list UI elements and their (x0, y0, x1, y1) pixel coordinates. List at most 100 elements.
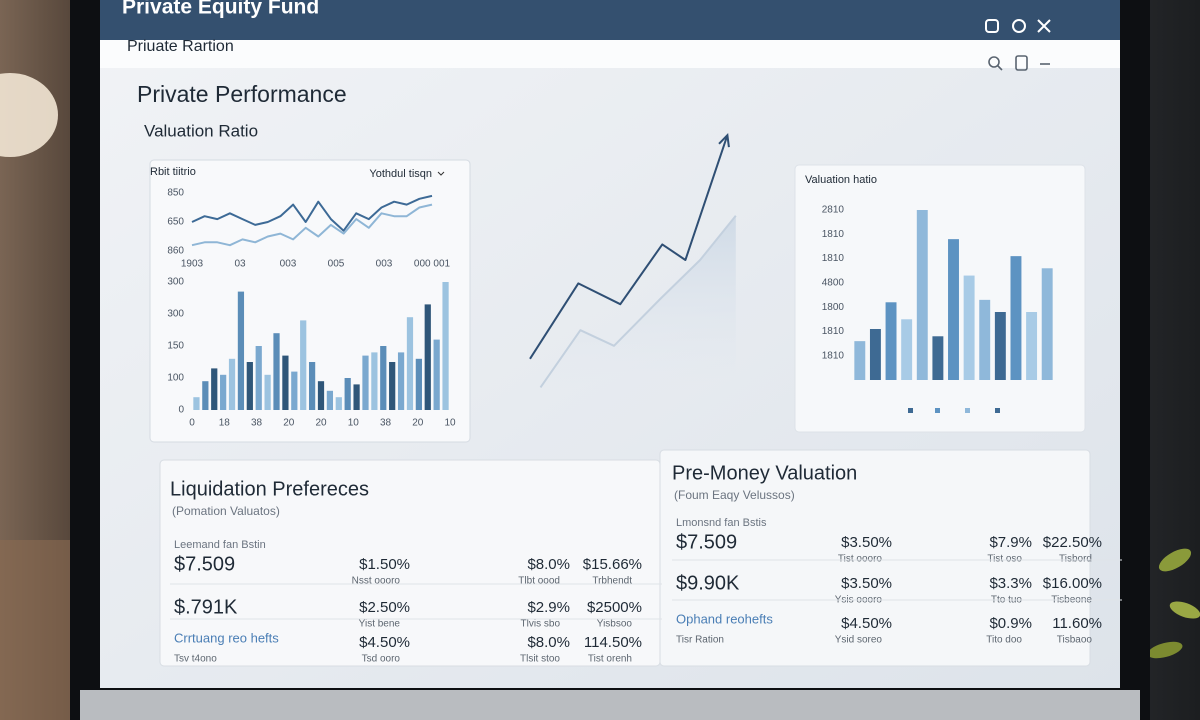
cell-note: Tist orenh (588, 654, 632, 665)
cell-value: $2.50% (359, 599, 410, 616)
cell-note: Tsv t4ono (174, 654, 217, 665)
dropdown[interactable]: Yothdul tisqn (369, 168, 432, 180)
tab-label[interactable]: Priuate Rartion (127, 38, 234, 55)
card-subtitle: (Foum Eaqy Velussos) (674, 488, 795, 502)
cell-value: $1.50% (359, 556, 410, 573)
bar (994, 312, 1006, 380)
bar (916, 210, 928, 380)
window-title: Private Equity Fund (122, 0, 319, 19)
bar (1041, 268, 1053, 380)
bar (963, 275, 975, 380)
tab-bar (100, 40, 1120, 68)
area (540, 215, 736, 390)
bar (246, 362, 253, 410)
cell-note: Trbhendt (592, 576, 632, 587)
cell-value: $2.9% (527, 599, 570, 616)
dropdown-caret[interactable] (437, 171, 445, 176)
cell-value: $3.50% (841, 534, 892, 551)
bar (932, 336, 944, 380)
bar (264, 374, 271, 410)
y-tick-label: 1810 (822, 326, 845, 337)
bar (901, 319, 913, 380)
cell-note: Tisbaoo (1057, 635, 1093, 646)
cell-value: $15.66% (583, 556, 642, 573)
cell-note: Tist oso (987, 554, 1022, 565)
arrow-head (718, 133, 730, 148)
bar (237, 291, 245, 410)
cell-note: Tisbord (1059, 554, 1092, 565)
cell-value: $0.9% (989, 615, 1032, 632)
bar (885, 302, 897, 380)
bar (308, 362, 316, 410)
bar (326, 390, 334, 410)
bar (854, 341, 866, 380)
window-controls[interactable] (985, 19, 1051, 33)
y-tick-label: 150 (167, 341, 184, 352)
cell-value: $.791K (174, 596, 238, 618)
cell-value: $16.00% (1043, 575, 1102, 592)
cell-note: Tist oooro (838, 554, 883, 565)
line (539, 215, 737, 388)
y-tick-label: 860 (167, 246, 184, 257)
panel-title: Rbit tiitrio (150, 166, 196, 178)
x-tick-label: 000 001 (414, 259, 451, 270)
lamp (0, 73, 58, 157)
bar (335, 397, 342, 410)
legend-swatches (908, 408, 1000, 413)
toolbar-icons[interactable] (988, 55, 1050, 71)
line (529, 134, 729, 360)
cell-label: Leemand fan Bstin (174, 539, 266, 551)
y-tick-label: 2810 (822, 205, 845, 216)
bar (220, 374, 227, 410)
x-tick-label: 20 (283, 418, 295, 429)
bar (415, 358, 422, 410)
y-tick-label: 300 (167, 277, 184, 288)
y-tick-label: 1800 (822, 302, 845, 313)
bar (1026, 312, 1038, 380)
bar (344, 378, 351, 410)
card-subtitle: (Pomation Valuatos) (172, 504, 280, 518)
bar (228, 358, 236, 410)
cell-value: $8.0% (527, 634, 570, 651)
x-tick-label: 10 (348, 418, 360, 429)
bar (1010, 256, 1022, 380)
bar (211, 368, 218, 410)
cell-value: Ophand reohefts (676, 611, 773, 626)
cell-note: Tlsit stoo (520, 654, 560, 665)
bar (362, 355, 369, 410)
bar (389, 362, 396, 410)
bar (273, 333, 280, 410)
bar (380, 346, 387, 410)
bar (442, 282, 449, 410)
bar (433, 339, 440, 410)
monitor-chin (80, 690, 1140, 720)
x-tick-label: 03 (234, 259, 246, 270)
page-heading: Private Performance (137, 81, 347, 107)
bar (869, 329, 881, 380)
y-tick-label: 1810 (822, 253, 845, 264)
x-tick-label: 38 (380, 418, 392, 429)
y-tick-label: 300 (167, 309, 184, 320)
y-tick-label: 4800 (822, 277, 845, 288)
bar (193, 397, 200, 410)
cell-value: $3.3% (989, 575, 1032, 592)
cell-value: $7.509 (676, 531, 737, 553)
card (659, 449, 1091, 667)
cell-value: $7.509 (174, 553, 235, 575)
cell-note: Yisbsoo (597, 619, 633, 630)
x-tick-label: 10 (444, 418, 456, 429)
plant (1147, 548, 1200, 659)
x-tick-label: 005 (328, 259, 345, 270)
x-tick-label: 20 (412, 418, 424, 429)
cell-value: $4.50% (841, 615, 892, 632)
bar (255, 346, 262, 410)
bar (317, 381, 325, 410)
cell-label: Lmonsnd fan Bstis (676, 517, 767, 529)
cell-value: $2500% (587, 599, 642, 616)
card-title: Pre-Money Valuation (672, 462, 857, 484)
bar (371, 352, 378, 410)
y-tick-label: 1810 (822, 350, 845, 361)
cell-value: 11.60% (1052, 615, 1102, 632)
y-tick-label: 0 (178, 405, 184, 416)
